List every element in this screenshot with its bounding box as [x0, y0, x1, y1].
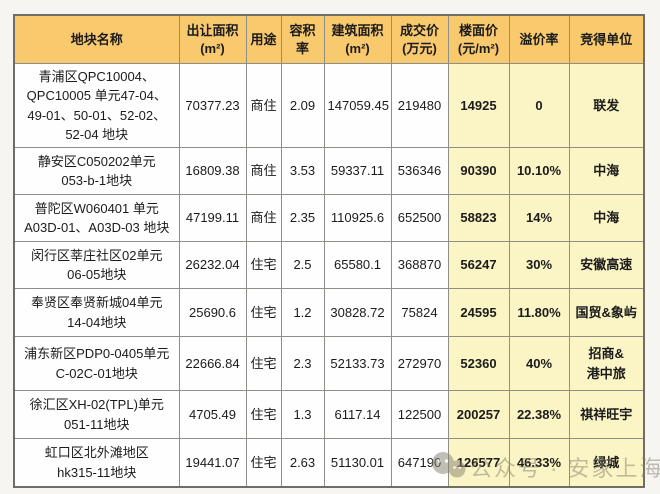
cell-plot-ratio: 3.53: [280, 147, 325, 195]
col-header-premium-rate: 溢价率: [508, 14, 570, 64]
col-header-winner: 竞得单位: [568, 14, 645, 64]
cell-premium-rate: 11.80%: [508, 288, 570, 337]
cell-floor-price: 14925: [447, 63, 510, 148]
cell-parcel-name: 奉贤区奉贤新城04单元 14-04地块: [13, 288, 180, 337]
cell-use: 商住: [245, 194, 282, 242]
cell-transfer-area: 25690.6: [178, 288, 247, 337]
cell-winner: 中海: [568, 194, 645, 242]
cell-transfer-area: 16809.38: [178, 147, 247, 195]
cell-floor-price: 200257: [447, 390, 510, 439]
cell-building-area: 59337.11: [323, 147, 392, 195]
cell-transfer-area: 19441.07: [178, 438, 247, 488]
cell-parcel-name: 静安区C050202单元 053-b-1地块: [13, 147, 180, 195]
cell-use: 商住: [245, 147, 282, 195]
table-row: 浦东新区PDP0-0405单元 C-02C-01地块 22666.84 住宅 2…: [13, 336, 645, 391]
table-row: 青浦区QPC10004、 QPC10005 单元47-04、 49-01、50-…: [13, 63, 645, 148]
cell-deal-price: 272970: [390, 336, 449, 391]
cell-parcel-name: 闵行区莘庄社区02单元 06-05地块: [13, 241, 180, 289]
cell-winner: 绿城: [568, 438, 645, 488]
cell-use: 商住: [245, 63, 282, 148]
col-header-plot-ratio: 容积率: [280, 14, 325, 64]
cell-plot-ratio: 2.09: [280, 63, 325, 148]
cell-winner: 招商& 港中旅: [568, 336, 645, 391]
table-row: 奉贤区奉贤新城04单元 14-04地块 25690.6 住宅 1.2 30828…: [13, 288, 645, 337]
col-header-transfer-area: 出让面积 (m²): [178, 14, 247, 64]
cell-winner: 中海: [568, 147, 645, 195]
cell-building-area: 110925.6: [323, 194, 392, 242]
cell-premium-rate: 0: [508, 63, 570, 148]
cell-deal-price: 368870: [390, 241, 449, 289]
cell-deal-price: 652500: [390, 194, 449, 242]
cell-plot-ratio: 1.3: [280, 390, 325, 439]
cell-parcel-name: 虹口区北外滩地区 hk315-11地块: [13, 438, 180, 488]
cell-floor-price: 24595: [447, 288, 510, 337]
cell-floor-price: 90390: [447, 147, 510, 195]
cell-plot-ratio: 2.35: [280, 194, 325, 242]
cell-winner: 安徽高速: [568, 241, 645, 289]
cell-deal-price: 122500: [390, 390, 449, 439]
land-auction-table: 地块名称 出让面积 (m²) 用途 容积率 建筑面积 (m²) 成交价 (万元)…: [13, 14, 645, 488]
col-header-floor-price: 楼面价 (元/m²): [447, 14, 510, 64]
cell-deal-price: 75824: [390, 288, 449, 337]
cell-transfer-area: 4705.49: [178, 390, 247, 439]
cell-parcel-name: 普陀区W060401 单元 A03D-01、A03D-03 地块: [13, 194, 180, 242]
cell-premium-rate: 30%: [508, 241, 570, 289]
col-header-parcel-name: 地块名称: [13, 14, 180, 64]
table-row: 静安区C050202单元 053-b-1地块 16809.38 商住 3.53 …: [13, 147, 645, 195]
cell-use: 住宅: [245, 390, 282, 439]
table-row: 闵行区莘庄社区02单元 06-05地块 26232.04 住宅 2.5 6558…: [13, 241, 645, 289]
cell-building-area: 52133.73: [323, 336, 392, 391]
cell-premium-rate: 22.38%: [508, 390, 570, 439]
table-row: 徐汇区XH-02(TPL)单元 051-11地块 4705.49 住宅 1.3 …: [13, 390, 645, 439]
cell-transfer-area: 26232.04: [178, 241, 247, 289]
cell-winner: 祺祥旺宇: [568, 390, 645, 439]
cell-building-area: 30828.72: [323, 288, 392, 337]
cell-use: 住宅: [245, 336, 282, 391]
cell-deal-price: 219480: [390, 63, 449, 148]
cell-deal-price: 536346: [390, 147, 449, 195]
cell-use: 住宅: [245, 288, 282, 337]
table-row: 虹口区北外滩地区 hk315-11地块 19441.07 住宅 2.63 511…: [13, 438, 645, 488]
col-header-deal-price: 成交价 (万元): [390, 14, 449, 64]
cell-building-area: 147059.45: [323, 63, 392, 148]
table-row: 普陀区W060401 单元 A03D-01、A03D-03 地块 47199.1…: [13, 194, 645, 242]
cell-floor-price: 52360: [447, 336, 510, 391]
cell-parcel-name: 徐汇区XH-02(TPL)单元 051-11地块: [13, 390, 180, 439]
cell-transfer-area: 47199.11: [178, 194, 247, 242]
cell-winner: 联发: [568, 63, 645, 148]
cell-plot-ratio: 2.5: [280, 241, 325, 289]
cell-premium-rate: 40%: [508, 336, 570, 391]
cell-use: 住宅: [245, 241, 282, 289]
cell-plot-ratio: 2.63: [280, 438, 325, 488]
cell-plot-ratio: 1.2: [280, 288, 325, 337]
cell-floor-price: 58823: [447, 194, 510, 242]
cell-building-area: 65580.1: [323, 241, 392, 289]
cell-floor-price: 126577: [447, 438, 510, 488]
cell-premium-rate: 46.33%: [508, 438, 570, 488]
cell-floor-price: 56247: [447, 241, 510, 289]
cell-use: 住宅: [245, 438, 282, 488]
cell-premium-rate: 14%: [508, 194, 570, 242]
cell-building-area: 6117.14: [323, 390, 392, 439]
cell-transfer-area: 70377.23: [178, 63, 247, 148]
cell-plot-ratio: 2.3: [280, 336, 325, 391]
cell-premium-rate: 10.10%: [508, 147, 570, 195]
cell-parcel-name: 浦东新区PDP0-0405单元 C-02C-01地块: [13, 336, 180, 391]
cell-transfer-area: 22666.84: [178, 336, 247, 391]
cell-deal-price: 647190: [390, 438, 449, 488]
cell-building-area: 51130.01: [323, 438, 392, 488]
col-header-building-area: 建筑面积 (m²): [323, 14, 392, 64]
col-header-use: 用途: [245, 14, 282, 64]
table-header-row: 地块名称 出让面积 (m²) 用途 容积率 建筑面积 (m²) 成交价 (万元)…: [13, 14, 645, 64]
cell-parcel-name: 青浦区QPC10004、 QPC10005 单元47-04、 49-01、50-…: [13, 63, 180, 148]
cell-winner: 国贸&象屿: [568, 288, 645, 337]
